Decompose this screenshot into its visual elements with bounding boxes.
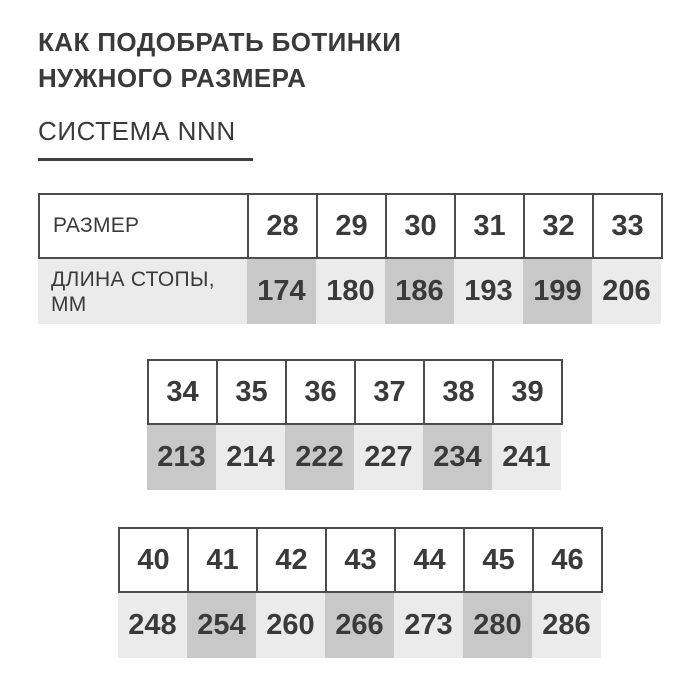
size-header-row: 34 35 36 37 38 39: [147, 359, 563, 425]
size-cell: 31: [456, 195, 525, 257]
size-value: 45: [482, 543, 515, 576]
size-value: 28: [266, 209, 299, 242]
size-cell: 44: [396, 529, 465, 591]
size-cell: 36: [287, 361, 356, 423]
length-cell: 227: [354, 425, 423, 490]
length-value: 260: [266, 609, 315, 641]
size-cell: 33: [594, 195, 663, 257]
size-cell: 37: [356, 361, 425, 423]
size-value: 39: [511, 375, 544, 408]
size-value: 31: [473, 209, 506, 242]
length-value: 273: [404, 609, 453, 641]
size-value: 33: [611, 209, 644, 242]
length-value: 214: [226, 441, 275, 473]
size-cell: 43: [327, 529, 396, 591]
length-label: ДЛИНА СТОПЫ, ММ: [51, 267, 215, 317]
length-cell: 206: [592, 259, 661, 324]
size-table-section-1: РАЗМЕР 28 29 30 31 32 33 ДЛИНА СТОПЫ, ММ…: [38, 193, 663, 324]
length-value: 227: [364, 441, 413, 473]
length-label-line2: ММ: [51, 292, 87, 316]
length-value: 286: [542, 609, 591, 641]
size-cell: 30: [387, 195, 456, 257]
size-cell: 32: [525, 195, 594, 257]
size-value: 38: [442, 375, 475, 408]
length-value: 199: [533, 275, 582, 307]
size-cell: 29: [318, 195, 387, 257]
length-value: 180: [326, 275, 375, 307]
length-data-row: 248 254 260 266 273 280 286: [118, 593, 603, 658]
size-cell: 45: [465, 529, 534, 591]
size-cell: 34: [149, 361, 218, 423]
size-cell: 40: [120, 529, 189, 591]
size-value: 34: [166, 375, 199, 408]
length-cell: 214: [216, 425, 285, 490]
size-value: 41: [206, 543, 239, 576]
size-value: 40: [137, 543, 170, 576]
length-value: 266: [335, 609, 384, 641]
length-cell: 241: [492, 425, 561, 490]
size-cell: 41: [189, 529, 258, 591]
length-value: 241: [502, 441, 551, 473]
size-table-section-2: 34 35 36 37 38 39 213 214 222 227 234 24…: [147, 359, 563, 490]
length-value: 280: [473, 609, 522, 641]
length-cell: 174: [247, 259, 316, 324]
size-value: 29: [335, 209, 368, 242]
size-value: 42: [275, 543, 308, 576]
page-title: КАК ПОДОБРАТЬ БОТИНКИ НУЖНОГО РАЗМЕРА: [38, 24, 401, 96]
page-title-line1: КАК ПОДОБРАТЬ БОТИНКИ: [38, 27, 402, 57]
length-value: 254: [197, 609, 246, 641]
size-value: 37: [373, 375, 406, 408]
length-cell: 266: [325, 593, 394, 658]
length-value: 206: [602, 275, 651, 307]
length-cell: 248: [118, 593, 187, 658]
length-value: 174: [257, 275, 306, 307]
size-value: 44: [413, 543, 446, 576]
length-cell: 280: [463, 593, 532, 658]
size-cell: 28: [249, 195, 318, 257]
length-cell: 180: [316, 259, 385, 324]
length-data-row: ДЛИНА СТОПЫ, ММ 174 180 186 193 199 206: [38, 259, 663, 324]
size-header-row: РАЗМЕР 28 29 30 31 32 33: [38, 193, 663, 259]
size-value: 46: [551, 543, 584, 576]
length-value: 193: [464, 275, 513, 307]
length-cell: 273: [394, 593, 463, 658]
length-cell: 234: [423, 425, 492, 490]
size-value: 32: [542, 209, 575, 242]
length-cell: 199: [523, 259, 592, 324]
length-cell: 222: [285, 425, 354, 490]
subtitle-underline: [38, 158, 253, 161]
size-cell: 35: [218, 361, 287, 423]
length-label-cell: ДЛИНА СТОПЫ, ММ: [38, 259, 247, 324]
length-value: 248: [128, 609, 177, 641]
length-value: 213: [157, 441, 206, 473]
length-cell: 186: [385, 259, 454, 324]
page-title-line2: НУЖНОГО РАЗМЕРА: [38, 63, 307, 93]
size-cell: 39: [494, 361, 563, 423]
length-cell: 193: [454, 259, 523, 324]
length-value: 186: [395, 275, 444, 307]
length-cell: 254: [187, 593, 256, 658]
size-cell: 38: [425, 361, 494, 423]
length-value: 222: [295, 441, 344, 473]
size-table-section-3: 40 41 42 43 44 45 46 248 254 260 266 273…: [118, 527, 603, 658]
size-value: 43: [344, 543, 377, 576]
system-subtitle: СИСТЕМА NNN: [38, 116, 236, 146]
size-value: 35: [235, 375, 268, 408]
length-cell: 213: [147, 425, 216, 490]
size-value: 30: [404, 209, 437, 242]
length-cell: 260: [256, 593, 325, 658]
length-value: 234: [433, 441, 482, 473]
size-cell: 42: [258, 529, 327, 591]
length-data-row: 213 214 222 227 234 241: [147, 425, 563, 490]
size-label-cell: РАЗМЕР: [40, 195, 249, 257]
size-header-row: 40 41 42 43 44 45 46: [118, 527, 603, 593]
length-cell: 286: [532, 593, 601, 658]
length-label-line1: ДЛИНА СТОПЫ,: [51, 267, 215, 291]
size-cell: 46: [534, 529, 603, 591]
size-value: 36: [304, 375, 337, 408]
